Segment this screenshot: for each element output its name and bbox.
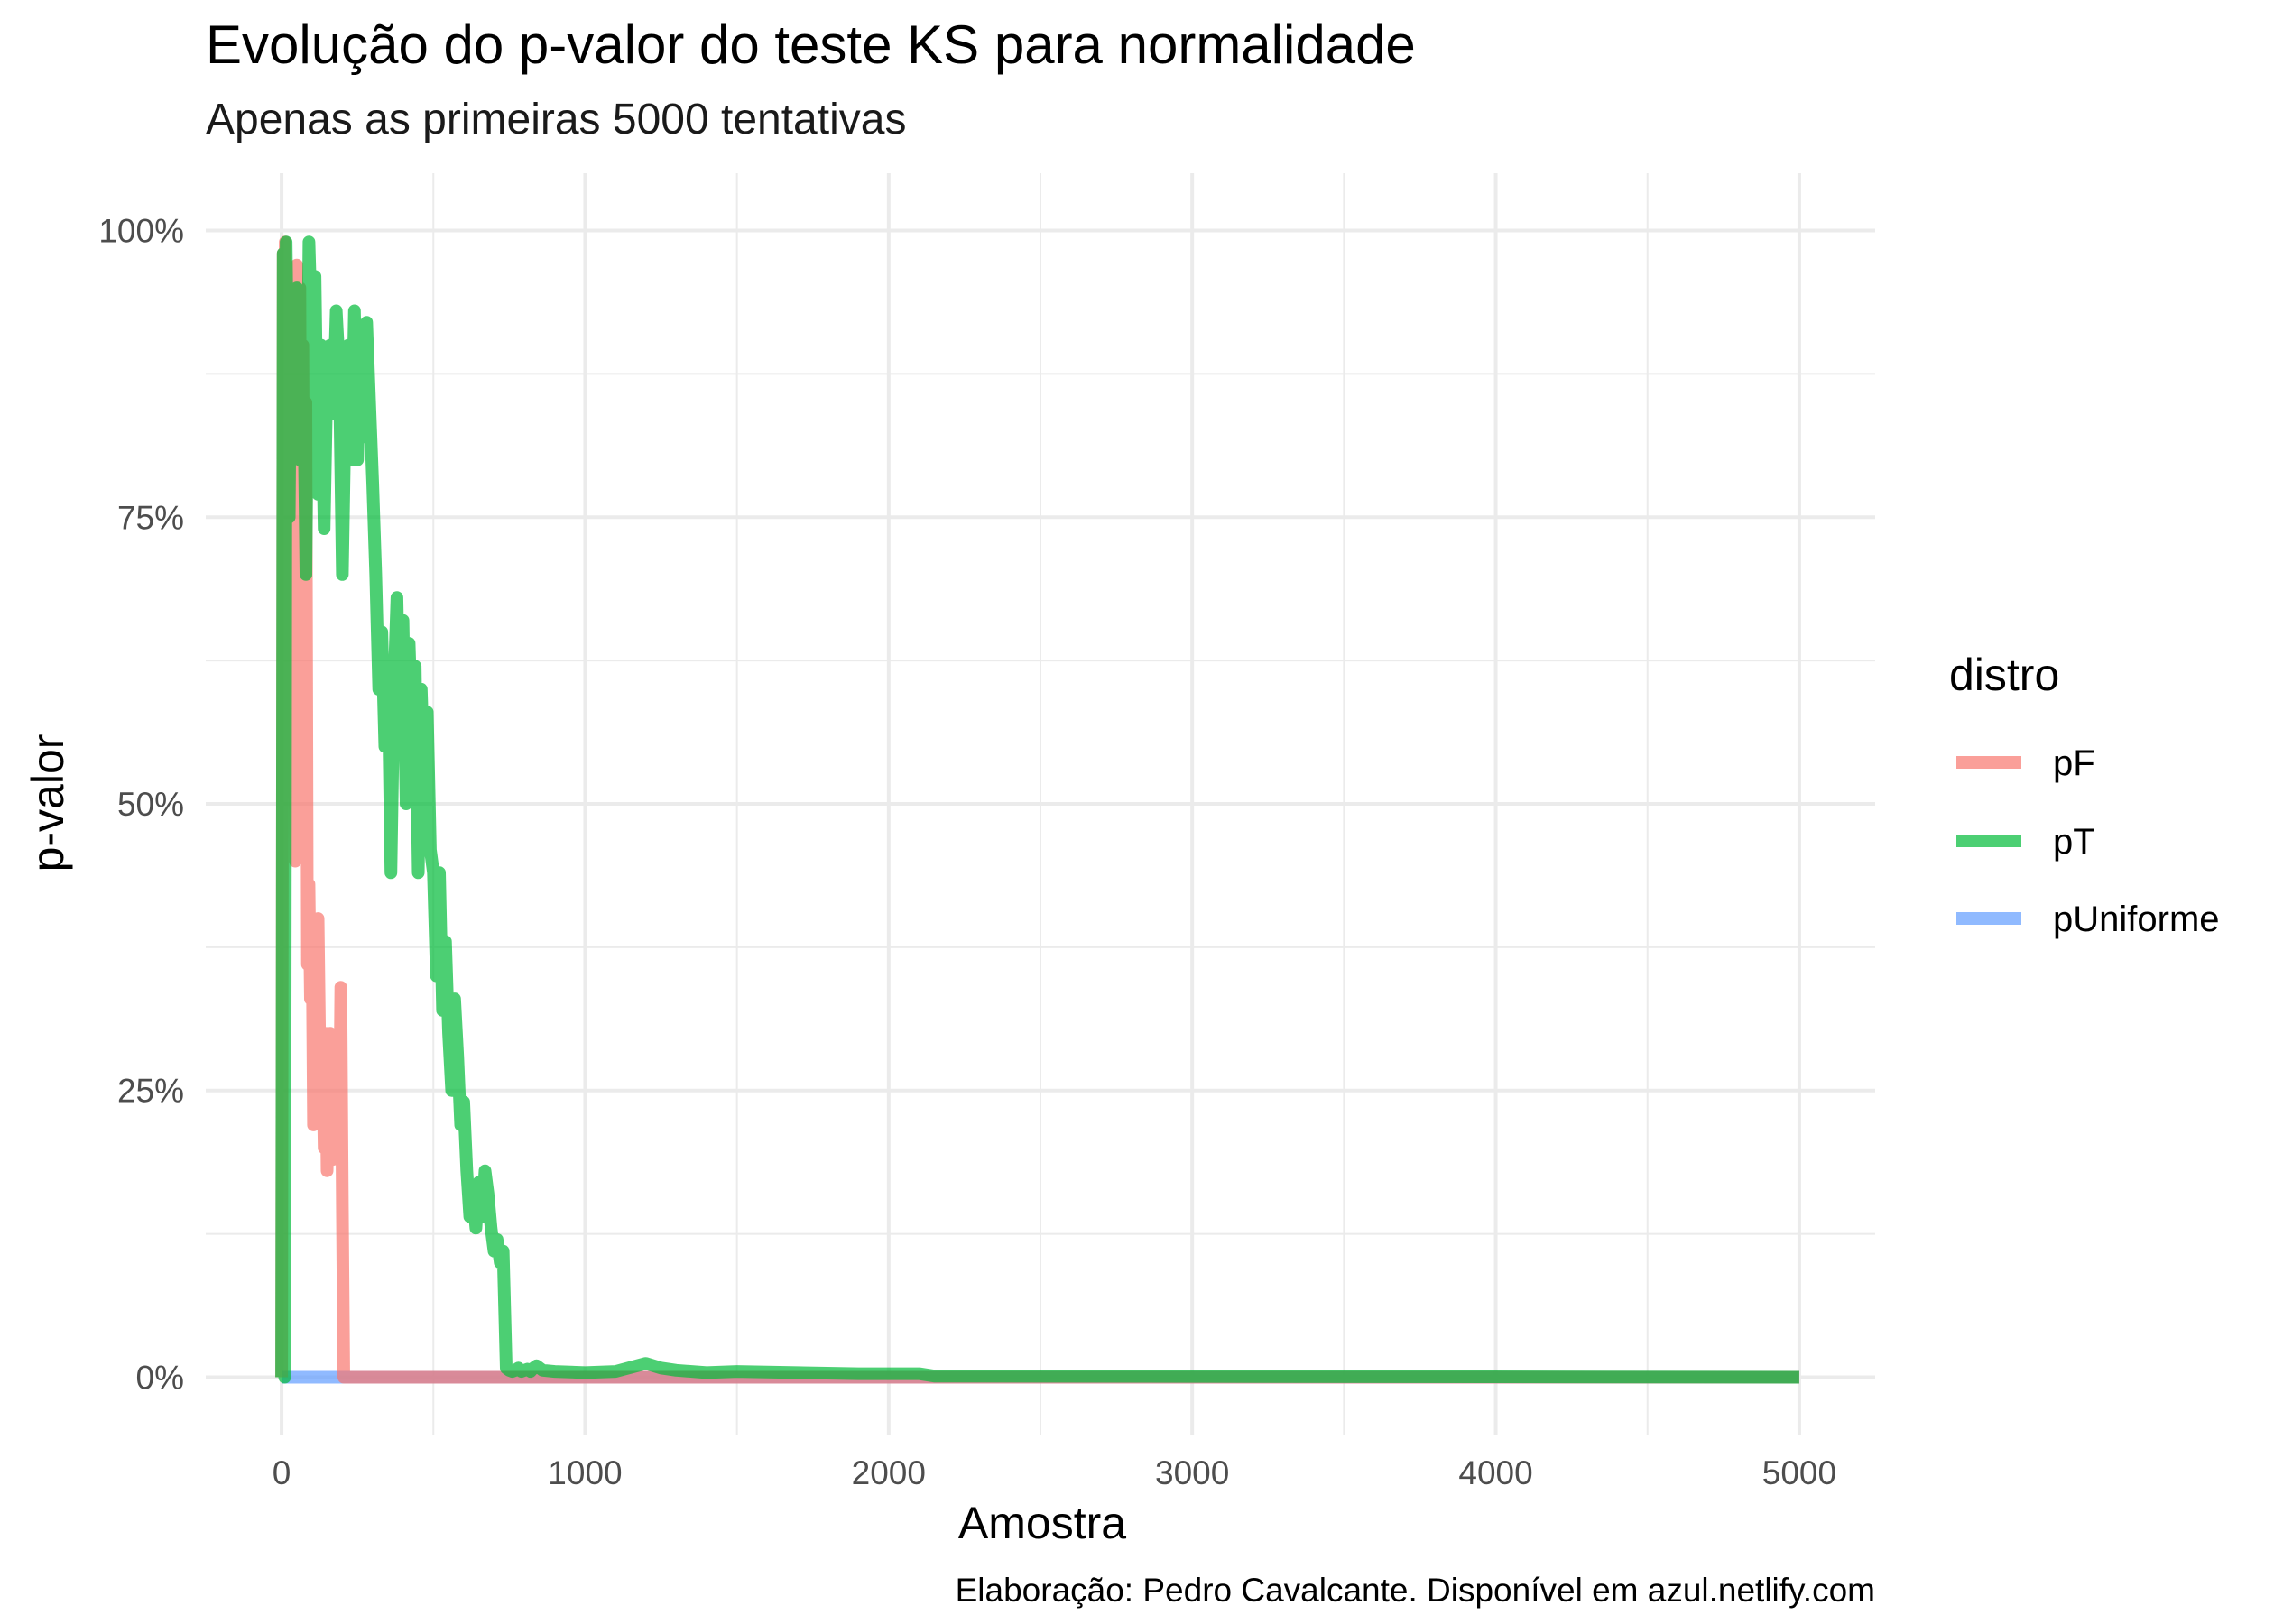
caption: Elaboração: Pedro Cavalcante. Disponível…: [956, 1572, 1875, 1609]
x-tick-labels: 0 1000 2000 3000 4000 5000: [273, 1454, 1836, 1491]
chart-subtitle: Apenas as primeiras 5000 tentativas: [206, 96, 906, 143]
legend-label-pf: pF: [2053, 743, 2095, 783]
y-axis-title: p-valor: [23, 734, 73, 872]
x-tick-label: 3000: [1155, 1454, 1229, 1491]
chart-title: Evolução do p-valor do teste KS para nor…: [206, 14, 1416, 75]
series-line-pt: [275, 235, 1799, 1384]
x-tick-label: 5000: [1762, 1454, 1836, 1491]
y-tick-label: 25%: [117, 1073, 184, 1110]
legend-label-pt: pT: [2053, 822, 2095, 862]
y-tick-label: 75%: [117, 499, 184, 536]
legend-label-puniforme: pUniforme: [2053, 900, 2220, 939]
x-tick-label: 0: [273, 1454, 291, 1491]
x-tick-label: 2000: [852, 1454, 926, 1491]
x-tick-label: 4000: [1458, 1454, 1532, 1491]
series-lines: [275, 235, 1799, 1384]
x-axis-title: Amostra: [958, 1498, 1126, 1548]
x-tick-label: 1000: [548, 1454, 622, 1491]
y-tick-label: 0%: [136, 1359, 184, 1396]
y-tick-labels: 0% 25% 50% 75% 100%: [98, 213, 184, 1397]
y-tick-label: 100%: [98, 213, 184, 250]
legend: pF pT pUniforme: [1956, 743, 2220, 939]
legend-title: distro: [1949, 650, 2059, 700]
y-tick-label: 50%: [117, 786, 184, 823]
grid: [206, 173, 1875, 1435]
